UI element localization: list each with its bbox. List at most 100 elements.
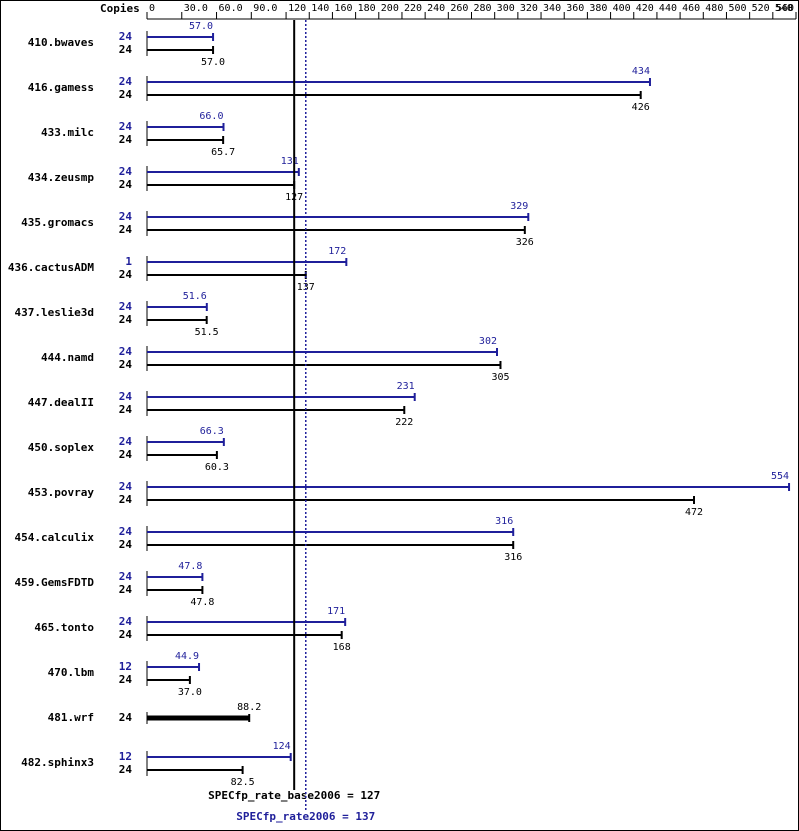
- copies: 24: [119, 120, 133, 133]
- benchmark-name: 435.gromacs: [21, 216, 94, 229]
- copies: 24: [119, 403, 133, 416]
- copies: 24: [119, 75, 133, 88]
- copies: 12: [119, 750, 132, 763]
- value-label: 51.5: [195, 327, 219, 338]
- value-label: 231: [397, 381, 415, 392]
- copies: 24: [119, 448, 133, 461]
- benchmark-name: 459.GemsFDTD: [15, 576, 95, 589]
- copies: 24: [119, 615, 133, 628]
- x-tick-label: 90.0: [253, 3, 277, 14]
- x-tick-label: 300: [497, 3, 515, 14]
- copies: 24: [119, 628, 133, 641]
- reference-label: SPECfp_rate2006 = 137: [236, 810, 375, 823]
- copies: 24: [119, 480, 133, 493]
- benchmark-name: 454.calculix: [15, 531, 95, 544]
- copies: 24: [119, 30, 133, 43]
- copies: 24: [119, 390, 133, 403]
- value-label: 51.6: [183, 291, 207, 302]
- value-label: 172: [328, 246, 346, 257]
- copies: 24: [119, 345, 133, 358]
- value-label: 222: [395, 417, 413, 428]
- x-tick-label: 140: [311, 3, 329, 14]
- value-label: 66.3: [200, 426, 224, 437]
- x-tick-label: 320: [520, 3, 538, 14]
- value-label: 171: [327, 606, 345, 617]
- value-label: 57.0: [189, 21, 213, 32]
- benchmark-name: 481.wrf: [48, 711, 94, 724]
- benchmark-name: 450.soplex: [28, 441, 95, 454]
- value-label: 37.0: [178, 687, 202, 698]
- x-tick-label: 160: [334, 3, 352, 14]
- value-label: 305: [491, 372, 509, 383]
- copies: 24: [119, 673, 133, 686]
- copies: 24: [119, 178, 133, 191]
- x-tick-label: 240: [427, 3, 445, 14]
- x-tick-label: 380: [589, 3, 607, 14]
- x-tick-label: 200: [381, 3, 399, 14]
- copies: 24: [119, 313, 133, 326]
- value-label: 302: [479, 336, 497, 347]
- copies: 24: [119, 133, 133, 146]
- x-tick-label: 460: [682, 3, 700, 14]
- value-label: 434: [632, 66, 650, 77]
- value-label: 47.8: [190, 597, 214, 608]
- benchmark-name: 416.gamess: [28, 81, 94, 94]
- benchmark-name: 465.tonto: [34, 621, 94, 634]
- value-label: 57.0: [201, 57, 225, 68]
- x-tick-label: 420: [636, 3, 654, 14]
- x-tick-label: 0: [149, 3, 155, 14]
- copies: 24: [119, 435, 133, 448]
- value-label: 554: [771, 471, 789, 482]
- value-label: 124: [273, 741, 291, 752]
- x-tick-label: 520: [752, 3, 770, 14]
- x-tick-label: 500: [728, 3, 746, 14]
- value-label: 82.5: [231, 777, 255, 788]
- x-tick-label: 280: [474, 3, 492, 14]
- value-label: 44.9: [175, 651, 199, 662]
- value-label: 88.2: [237, 702, 261, 713]
- benchmark-name: 436.cactusADM: [8, 261, 94, 274]
- value-label: 316: [504, 552, 522, 563]
- benchmark-name: 482.sphinx3: [21, 756, 94, 769]
- copies: 24: [119, 358, 133, 371]
- benchmark-name: 447.dealII: [28, 396, 94, 409]
- value-label: 60.3: [205, 462, 229, 473]
- benchmark-name: 433.milc: [41, 126, 94, 139]
- copies: 24: [119, 165, 133, 178]
- copies: 24: [119, 210, 133, 223]
- benchmark-name: 434.zeusmp: [28, 171, 95, 184]
- value-label: 168: [333, 642, 351, 653]
- benchmark-name: 410.bwaves: [28, 36, 94, 49]
- copies: 24: [119, 583, 133, 596]
- copies: 24: [119, 493, 133, 506]
- benchmark-name: 437.leslie3d: [15, 306, 94, 319]
- copies: 24: [119, 525, 133, 538]
- reference-label: SPECfp_rate_base2006 = 127: [208, 789, 380, 802]
- benchmark-name: 444.namd: [41, 351, 94, 364]
- x-tick-label: 540: [775, 3, 793, 14]
- copies: 24: [119, 711, 133, 724]
- copies: 24: [119, 763, 133, 776]
- value-label: 47.8: [178, 561, 202, 572]
- x-tick-label: 260: [450, 3, 468, 14]
- value-label: 131: [281, 156, 299, 167]
- benchmark-name: 453.povray: [28, 486, 95, 499]
- x-tick-label: 120: [288, 3, 306, 14]
- x-tick-label: 440: [659, 3, 677, 14]
- copies: 24: [119, 300, 133, 313]
- x-tick-label: 30.0: [184, 3, 208, 14]
- value-label: 426: [632, 102, 650, 113]
- value-label: 137: [297, 282, 315, 293]
- value-label: 65.7: [211, 147, 235, 158]
- copies: 1: [125, 255, 132, 268]
- copies: 24: [119, 88, 133, 101]
- copies: 24: [119, 538, 133, 551]
- value-label: 66.0: [199, 111, 223, 122]
- copies-header: Copies: [100, 2, 140, 15]
- x-tick-label: 480: [705, 3, 723, 14]
- x-tick-label: 360: [566, 3, 584, 14]
- copies: 24: [119, 223, 133, 236]
- x-tick-label: 340: [543, 3, 561, 14]
- x-tick-label: 400: [613, 3, 631, 14]
